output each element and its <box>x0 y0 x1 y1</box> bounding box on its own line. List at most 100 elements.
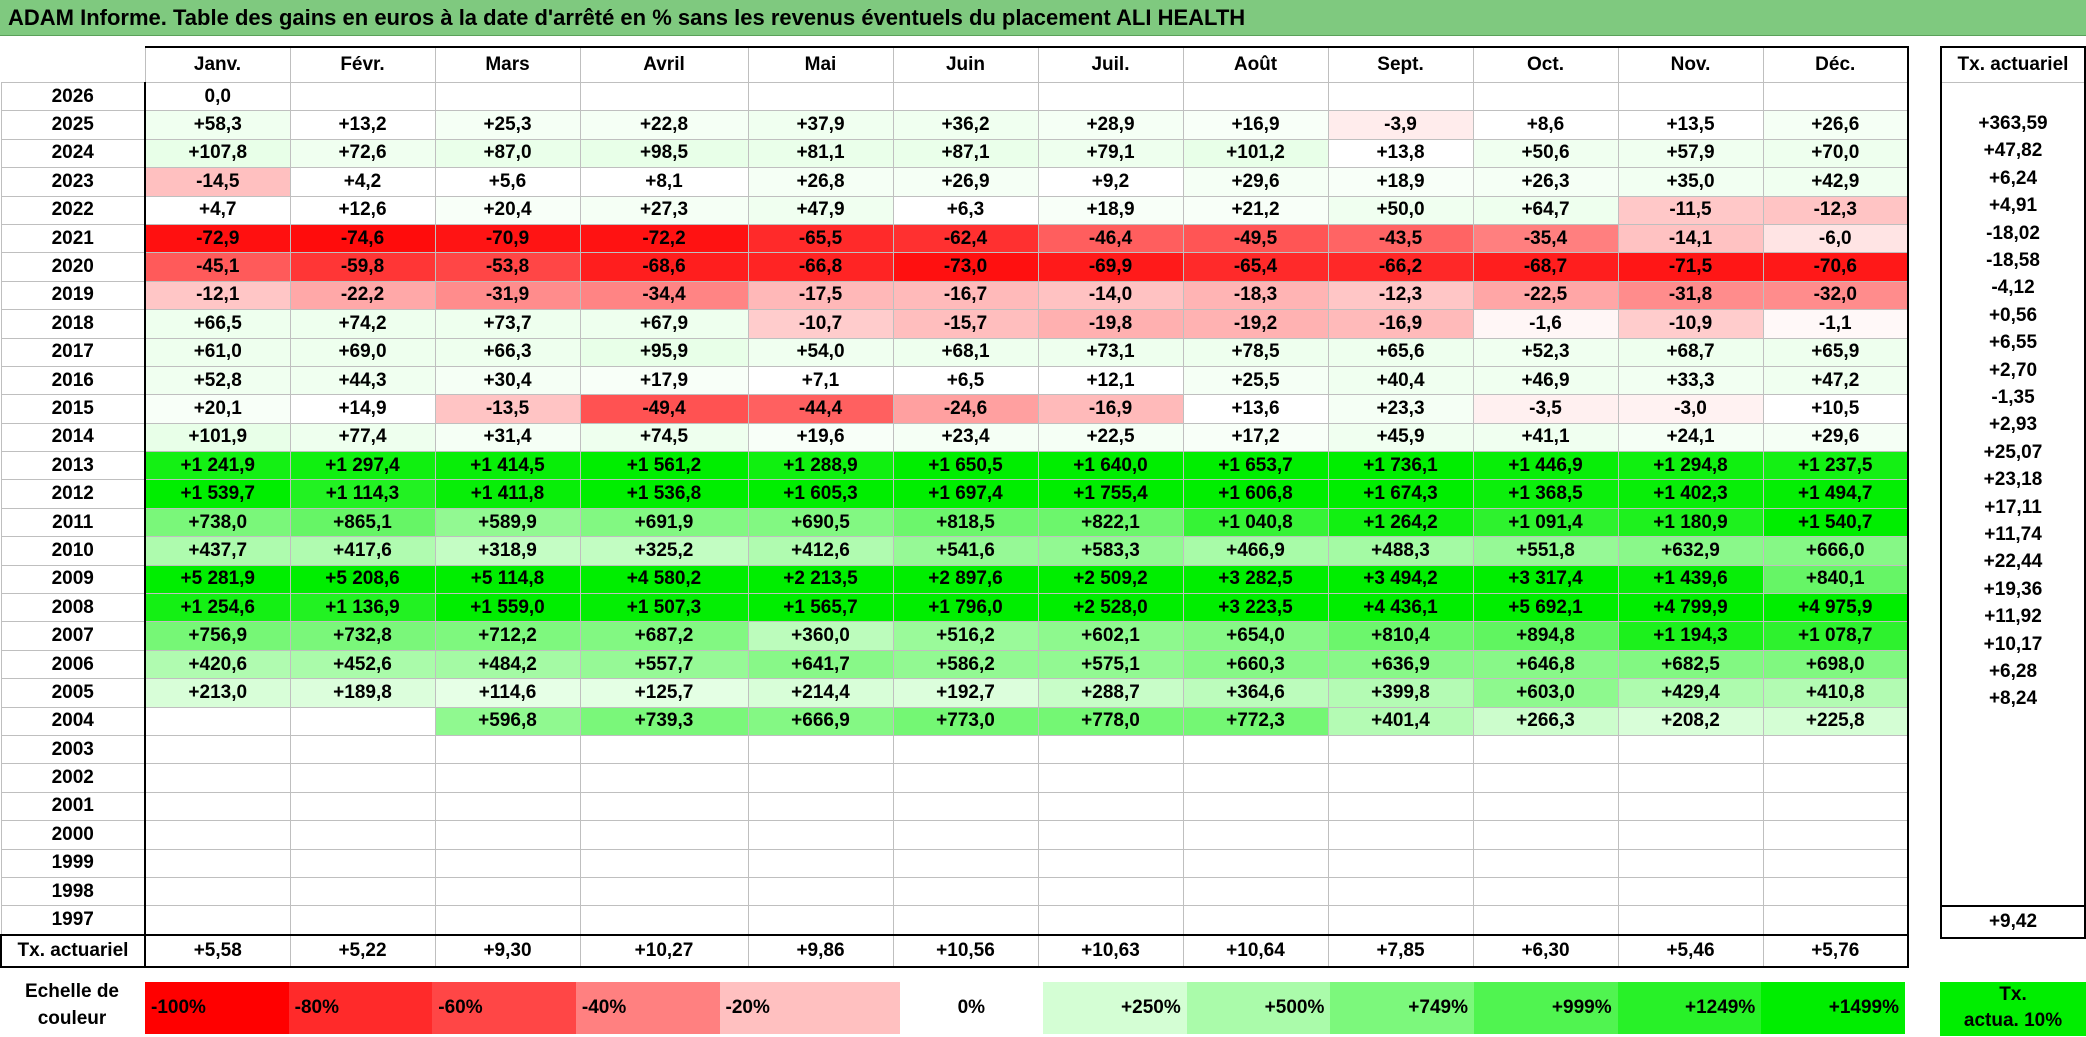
gain-cell: +5 114,8 <box>434 564 581 595</box>
gain-cell: +50,0 <box>1327 195 1474 225</box>
gain-cell: +46,9 <box>1472 365 1619 396</box>
gain-cell: -14,0 <box>1037 280 1184 311</box>
color-scale-step: +500% <box>1186 982 1331 1034</box>
year-label: 2001 <box>0 791 146 822</box>
gain-cell: +778,0 <box>1037 706 1184 736</box>
gain-cell: +25,5 <box>1182 365 1329 396</box>
year-label: 2004 <box>0 706 146 736</box>
gain-cell: +10,5 <box>1762 394 1909 424</box>
gain-cell <box>579 905 749 936</box>
gain-cell: +26,6 <box>1762 110 1909 140</box>
gain-cell: +687,2 <box>579 621 749 651</box>
gain-cell: +1 640,0 <box>1037 451 1184 481</box>
gain-cell: -46,4 <box>1037 223 1184 254</box>
year-row: 2018 +66,5 +74,2 +73,7 +67,9 -10,7 -15,7 -19,8-… <box>0 309 1909 339</box>
gain-cell: +26,3 <box>1472 167 1619 197</box>
gain-cell <box>1182 734 1329 765</box>
gain-cell: -43,5 <box>1327 223 1474 254</box>
gain-cell: -69,9 <box>1037 252 1184 282</box>
gain-cell: +36,2 <box>892 110 1039 140</box>
color-scale-step: +749% <box>1330 982 1474 1034</box>
year-label: 2020 <box>0 252 146 282</box>
gain-cell: +50,6 <box>1472 138 1619 169</box>
gain-cell: +31,4 <box>434 422 581 453</box>
gain-cell: +452,6 <box>289 649 436 680</box>
gain-cell: -14,5 <box>144 167 291 197</box>
gain-cell <box>1472 791 1619 822</box>
year-tx-actuariel: +47,82 <box>1940 137 2086 166</box>
color-scale: -100% -80% -60% -40% -20% 0% +250% +500% +749% +9… <box>145 982 1905 1034</box>
year-label: 2016 <box>0 365 146 396</box>
year-label: 1997 <box>0 905 146 936</box>
year-tx-actuariel: +11,92 <box>1940 603 2086 631</box>
gain-cell <box>289 734 436 765</box>
gain-cell <box>1037 81 1184 112</box>
gain-cell <box>1327 820 1474 850</box>
year-label: 2000 <box>0 820 146 850</box>
overall-tx-actuariel: +9,42 <box>1940 904 2086 939</box>
year-tx-actuariel: +25,07 <box>1940 439 2086 467</box>
gain-cell <box>1617 763 1764 793</box>
gain-cell <box>892 820 1039 850</box>
gain-cell <box>1762 734 1909 765</box>
gain-cell: +68,7 <box>1617 337 1764 367</box>
tx-actuariel-cell: +5,22 <box>289 933 436 968</box>
gain-cell: +364,6 <box>1182 678 1329 708</box>
gain-cell: +28,9 <box>1037 110 1184 140</box>
gain-cell: +5 281,9 <box>144 564 291 595</box>
gain-cell: +192,7 <box>892 678 1039 708</box>
year-row: 2025 +58,3 +13,2 +25,3 +22,8 +37,9 +36,2 +28,9 +… <box>0 110 1909 140</box>
year-row: 2020 -45,1 -59,8 -53,8 -68,6 -66,8 -73,0 -69,9-… <box>0 252 1909 282</box>
gain-cell <box>434 848 581 878</box>
gain-cell: +4 799,9 <box>1617 593 1764 623</box>
gain-cell <box>1762 820 1909 850</box>
year-row: 2006 +420,6 +452,6 +484,2 +557,7 +641,7 +586,2… <box>0 649 1909 680</box>
year-tx-actuariel: +22,44 <box>1940 548 2086 577</box>
header-corner <box>1 47 145 83</box>
year-row: 1997 <box>0 905 1909 936</box>
gain-cell: +666,0 <box>1762 536 1909 566</box>
month-header: Juin <box>892 46 1039 83</box>
gain-cell: +1 288,9 <box>747 451 894 481</box>
year-label: 1999 <box>0 848 146 878</box>
gain-cell: +603,0 <box>1472 678 1619 708</box>
year-label: 2012 <box>0 479 146 509</box>
gain-cell: -71,5 <box>1617 252 1764 282</box>
gain-cell: +40,4 <box>1327 365 1474 396</box>
gain-cell: -44,4 <box>747 394 894 424</box>
tx-actuariel-cell: +5,46 <box>1617 933 1764 968</box>
gain-cell: +712,2 <box>434 621 581 651</box>
gain-cell: +822,1 <box>1037 507 1184 538</box>
year-label: 2022 <box>0 195 146 225</box>
gain-cell: -3,9 <box>1327 110 1474 140</box>
gain-cell <box>434 734 581 765</box>
year-label: 2019 <box>0 280 146 311</box>
gain-cell: +1 494,7 <box>1762 479 1909 509</box>
gain-cell: +98,5 <box>579 138 749 169</box>
gain-cell: +17,2 <box>1182 422 1329 453</box>
year-tx-actuariel: -18,02 <box>1940 219 2086 248</box>
year-row: 2014 +101,9 +77,4 +31,4 +74,5 +19,6 +23,4 +22,5… <box>0 422 1909 453</box>
gain-cell: +54,0 <box>747 337 894 367</box>
gain-cell: +632,9 <box>1617 536 1764 566</box>
gain-cell: +8,1 <box>579 167 749 197</box>
gain-cell: +1 650,5 <box>892 451 1039 481</box>
gain-cell <box>289 706 436 736</box>
gain-cell: -66,8 <box>747 252 894 282</box>
gain-cell <box>579 848 749 878</box>
color-scale-label-line1: Echelle de <box>25 981 119 1002</box>
gain-cell: +13,2 <box>289 110 436 140</box>
gain-cell: +589,9 <box>434 507 581 538</box>
year-row: 2017 +61,0 +69,0 +66,3 +95,9 +54,0 +68,1 +73,1 +… <box>0 337 1909 367</box>
gain-cell: +79,1 <box>1037 138 1184 169</box>
gain-cell <box>1617 905 1764 936</box>
gain-cell: -65,4 <box>1182 252 1329 282</box>
gain-cell <box>579 820 749 850</box>
gain-cell <box>1762 876 1909 907</box>
gain-cell <box>144 706 291 736</box>
gain-cell <box>1762 763 1909 793</box>
gain-cell: +575,1 <box>1037 649 1184 680</box>
gain-cell: -68,7 <box>1472 252 1619 282</box>
gain-cell: +4 580,2 <box>579 564 749 595</box>
year-label: 2008 <box>0 593 146 623</box>
